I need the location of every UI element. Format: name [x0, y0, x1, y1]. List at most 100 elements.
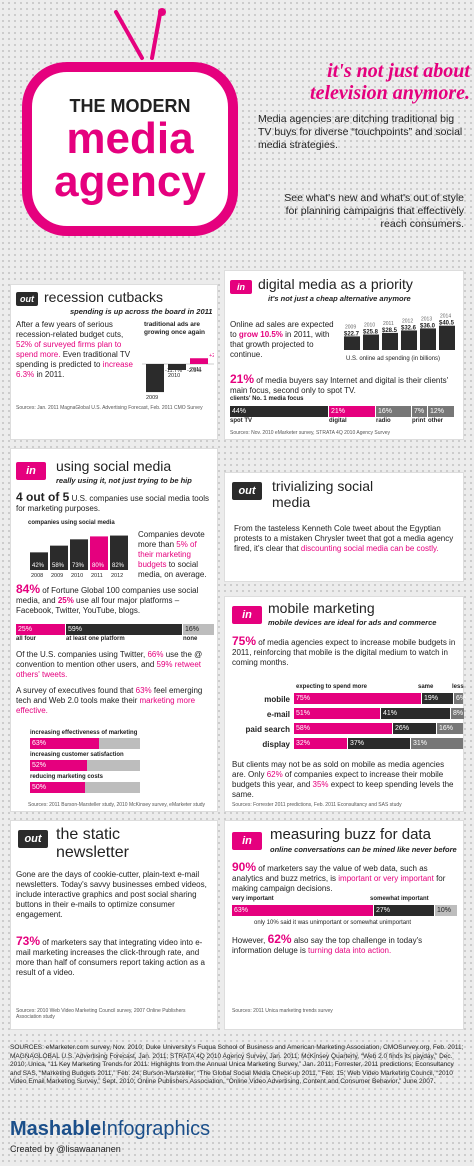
section-title: the static newsletter — [56, 826, 129, 862]
stat-number: 84% — [16, 582, 41, 596]
tv-screen — [22, 62, 238, 236]
source-note: Sources: 2011 Burson-Marsteller study, 2… — [28, 802, 206, 808]
text-fragment: of media buyers say Internet and digital… — [230, 376, 449, 395]
newsletter-text: Gone are the days of cookie-cutter, plai… — [16, 870, 207, 919]
tick-label: 2011 — [190, 367, 202, 373]
footer-sources: SOURCES: eMarketer.com survey, Nov. 2010… — [10, 1044, 464, 1085]
tick-label: all four — [16, 636, 37, 642]
tagline: it's not just about television anymore. — [310, 60, 470, 104]
title-line1: THE MODERN — [69, 96, 191, 116]
text-highlight: marketing more effective. — [16, 696, 196, 715]
buzz-stat: 90% of marketers say the value of web da… — [232, 861, 458, 894]
chart-bar: 41% — [381, 708, 450, 719]
section-title: digital media as a priority — [258, 276, 413, 292]
text-highlight: 59% retweet others' tweets. — [16, 660, 201, 679]
source-note: Sources: 2011 Unica marketing trends sur… — [232, 1008, 333, 1014]
chart-title: traditional ads are growing once again — [144, 321, 206, 336]
tick-label: radio — [376, 418, 391, 424]
tick-label: paid search — [245, 725, 290, 734]
chart-bar: 58% — [294, 723, 392, 734]
chart-bar — [344, 336, 360, 350]
chart-bar: 25% — [16, 624, 65, 635]
chart-bar: 8% — [451, 708, 464, 719]
chart-bar: 63% — [30, 738, 99, 749]
chart-bar: 31% — [411, 738, 463, 749]
trivial-card — [224, 472, 464, 582]
tv-antenna-icon — [114, 8, 166, 60]
text-fragment: U.S. companies use social media tools fo… — [16, 494, 209, 513]
companies-social-chart: 42% 2008 58% 2009 73% 2010 80% 2011 82% 2012 — [30, 535, 128, 578]
out-badge: out — [232, 482, 262, 500]
text-fragment: Online ad sales are expected to — [230, 320, 334, 339]
tick-label: mobile — [264, 695, 290, 704]
mobile-stat: 75% of media agencies expect to increase… — [232, 634, 458, 668]
text-highlight: 5% of their marketing budgets — [138, 540, 197, 569]
text-fragment: From the tasteless Kenneth Cole tweet ab… — [234, 524, 454, 553]
chart-bar: 7% — [412, 406, 427, 417]
intro-text: Media agencies are ditching traditional … — [258, 113, 463, 151]
tick-label: reducing marketing costs — [30, 774, 104, 780]
legend-less: less — [452, 684, 464, 690]
tick-label: 2010 — [168, 373, 180, 379]
chart-bar — [50, 545, 68, 570]
section-title: mobile marketing — [268, 600, 375, 616]
data-label: 58% — [52, 563, 65, 569]
data-label: $22.7 — [344, 331, 360, 337]
digital-text: Online ad sales are expected to grow 10.… — [230, 320, 342, 360]
chart-caption: U.S. online ad spending (in billions) — [346, 356, 441, 362]
in-badge: in — [16, 462, 46, 480]
section-title: recession cutbacks — [44, 289, 164, 305]
text-highlight: increase 6.3% — [16, 360, 133, 379]
title-line2: media — [66, 114, 194, 163]
text-fragment: in 2011, with that growth projected to c… — [230, 330, 330, 359]
text-highlight: important or very important — [338, 874, 434, 883]
tick-label: increasing customer satisfaction — [30, 752, 124, 758]
chart-bar: 37% — [348, 738, 410, 749]
text-fragment: in 2011. — [34, 370, 65, 379]
text-highlight: 62% — [266, 770, 283, 779]
buzz-card — [224, 820, 464, 1030]
data-label: $25.8 — [363, 330, 379, 336]
brand-logo: MashableInfographics — [10, 1118, 210, 1141]
chart-title: companies using social media — [28, 520, 115, 526]
data-label: $32.6 — [401, 325, 417, 331]
tick-label: spot TV — [230, 418, 252, 424]
text-fragment: However, — [232, 936, 268, 945]
data-label: $40.5 — [439, 321, 455, 327]
text-fragment: of Fortune Global 100 companies use soci… — [16, 586, 199, 605]
chart-bar: 52% — [30, 760, 87, 771]
devote-text: Companies devote more than 5% of their m… — [138, 530, 214, 580]
digital-stat: 21% of media buyers say Internet and dig… — [230, 373, 458, 396]
source-note: Sources: Jan. 2011 MagnaGlobal U.S. Adve… — [16, 405, 203, 411]
chart-bar: 63% — [232, 905, 373, 916]
tick-label: e-mail — [266, 710, 290, 719]
stat-number: 75% — [232, 634, 257, 648]
chart-bar — [190, 358, 208, 364]
chart-bar-remainder — [85, 782, 140, 793]
text-fragment: expect to keep spending levels the same. — [232, 780, 454, 799]
section-title: measuring buzz for data — [270, 826, 431, 843]
tick-label: 2008 — [31, 573, 43, 578]
chart-bar: 16% — [183, 624, 214, 635]
data-label: 42% — [32, 563, 45, 569]
exec-text: A survey of executives found that 63% fe… — [16, 686, 214, 716]
chart-bar — [90, 536, 108, 570]
data-label: 80% — [92, 563, 105, 569]
text-highlight: 66% — [147, 650, 164, 659]
data-label: 73% — [72, 563, 85, 569]
text-fragment: of marketers say that integrating video … — [16, 938, 205, 977]
in-badge: in — [232, 832, 262, 850]
text-fragment: Companies devote more than — [138, 530, 205, 549]
chart-bar-remainder — [99, 738, 140, 749]
text-fragment: use the @ convention to mention other us… — [16, 650, 203, 669]
text-fragment: for making campaign decisions. — [232, 874, 446, 893]
tick-label: 2011 — [383, 321, 394, 327]
chart-bar: 27% — [374, 905, 434, 916]
chart-bar: 12% — [428, 406, 454, 417]
chart-bar — [401, 330, 417, 350]
legend-same: same — [418, 684, 434, 690]
tick-label: 2009 — [146, 395, 158, 400]
traditional-ads-chart: -11.7% 2009 -2.5% 2010 +2.4% 2011 — [142, 353, 214, 400]
chart-bar: 44% — [230, 406, 328, 417]
